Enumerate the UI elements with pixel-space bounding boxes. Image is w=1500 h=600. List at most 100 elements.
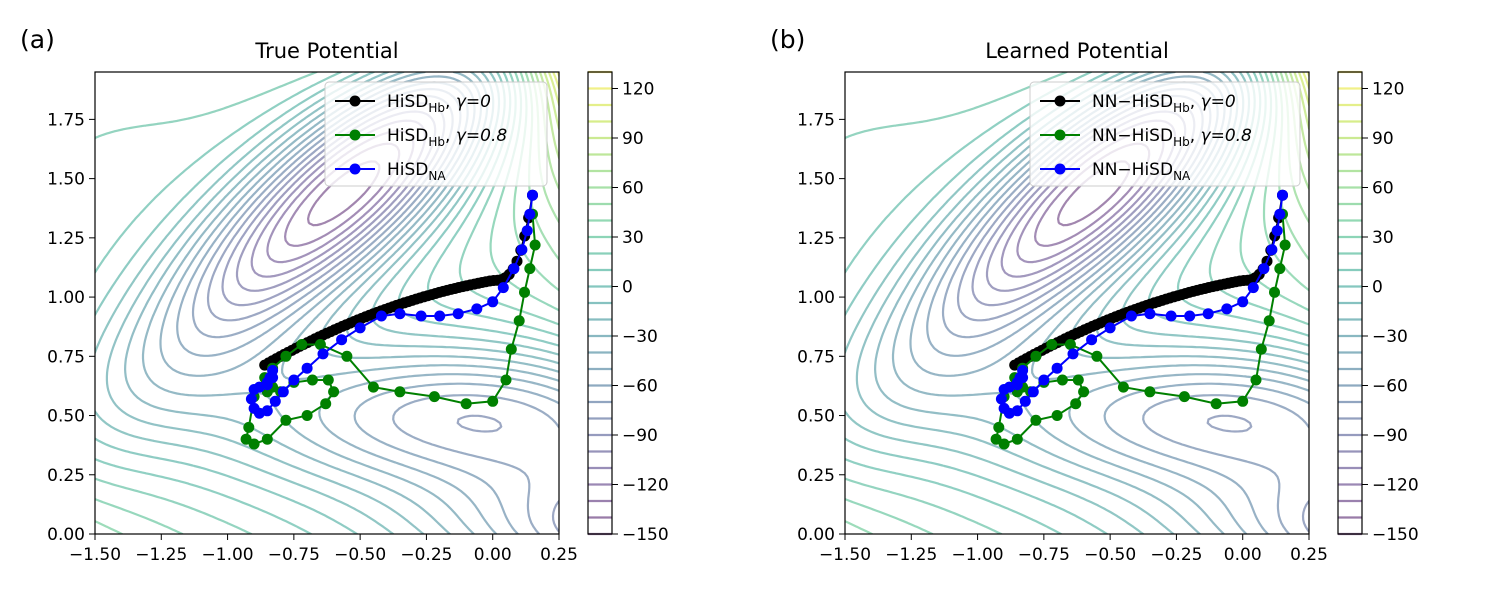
trajectory-point [1030,350,1042,362]
trajectory-point [521,225,533,237]
trajectory-point [500,374,512,386]
trajectory-point [990,433,1002,445]
trajectory-point [1144,386,1156,398]
colorbar: 120 90 60 30 0 −30 −60 −90 −120 −150 [587,70,669,545]
colorbar-tick-label: 90 [622,129,644,149]
trajectory-point [288,374,300,386]
y-tick-label: 0.00 [47,525,85,545]
legend-marker [349,95,361,107]
trajectory-point [513,315,525,327]
colorbar-frame [1337,71,1363,535]
trajectory-point [1178,391,1190,403]
plot-title: True Potential [254,39,398,63]
trajectory-point [1104,322,1116,334]
trajectory-point [322,374,334,386]
trajectory-point [301,410,313,421]
trajectory-point [434,310,446,322]
colorbar-tick-label: −60 [1372,377,1408,397]
colorbar-tick-label: 0 [1372,278,1383,298]
axes-frame [844,71,1310,535]
trajectory-point [1027,386,1039,398]
trajectory-point [367,381,379,393]
y-tick-label: 1.50 [47,170,85,190]
trajectory-point [306,374,318,386]
trajectory-point [277,386,289,398]
legend-marker [1054,163,1066,175]
trajectory-point [1266,244,1278,256]
trajectory-point [1030,414,1042,426]
legend-label: HiSDHb, γ=0.8 [387,126,507,149]
legend-marker [1054,95,1066,107]
trajectory-point [508,263,520,275]
trajectory-point [1072,374,1084,386]
trajectory-point [1067,348,1079,360]
x-tick-label: 0.25 [1290,545,1328,565]
legend-box [1029,81,1301,187]
legend-label: NN−HiSDNA [1092,160,1191,183]
y-tick-label: 0.75 [797,347,835,367]
trajectory-point [1046,339,1058,350]
colorbar-tick-label: 30 [622,228,644,248]
trajectory-point [317,348,329,360]
y-tick-label: 1.25 [797,229,835,249]
trajectory-point [1258,263,1270,275]
y-tick-label: 0.50 [797,407,835,427]
x-tick-label: −0.25 [1150,545,1202,565]
axes-frame [94,71,560,535]
colorbar-tick-label: −60 [622,377,658,397]
trajectory-point [1237,296,1249,308]
panel-label: (a) [20,25,55,54]
trajectory-point [415,310,427,322]
legend-marker [349,163,361,175]
trajectory-point [1078,386,1090,398]
trajectory-point [1202,308,1214,320]
x-tick-label: −1.00 [202,545,254,565]
y-tick-label: 0.25 [797,466,835,486]
trajectory-point [998,438,1010,450]
x-tick-label: −1.50 [69,545,121,565]
x-tick-label: −1.25 [135,545,187,565]
colorbar-tick-label: 0 [622,278,633,298]
colorbar-tick-label: 120 [622,80,654,100]
trajectory-point [527,189,538,201]
trajectory-point [460,398,472,410]
trajectory-point [1144,308,1156,320]
y-tick-label: 0.50 [47,407,85,427]
trajectories [990,189,1291,450]
trajectory-point [993,421,1005,433]
legend-marker [349,129,361,141]
trajectory-point [1064,339,1076,350]
x-tick-label: −0.50 [334,545,386,565]
y-tick-label: 1.25 [47,229,85,249]
trajectories [240,189,541,450]
colorbar-tick-label: −120 [1372,476,1419,496]
trajectory-point [1237,395,1249,407]
trajectory-point [1279,239,1291,251]
x-tick-label: −0.75 [268,545,320,565]
y-tick-label: 1.50 [797,170,835,190]
trajectory-point [245,393,257,405]
trajectory-point [1011,433,1023,445]
trajectory-point [1263,315,1275,327]
trajectory-point [1091,350,1103,362]
colorbar: 120 90 60 30 0 −30 −60 −90 −120 −150 [1337,70,1419,545]
trajectory-point [524,208,536,220]
trajectory-point [1117,381,1129,393]
trajectory-point [1070,398,1082,410]
y-tick-label: 0.00 [797,525,835,545]
trajectory-point [328,386,340,398]
x-tick-label: −0.25 [400,545,452,565]
trajectory-point [1250,374,1262,386]
trajectory-point [1274,263,1286,275]
trajectory-point [998,402,1010,414]
trajectory-point [1125,310,1137,322]
trajectory-point [1011,376,1023,388]
trajectory-point [314,339,326,350]
colorbar-tick-label: −90 [1372,426,1408,446]
y-tick-label: 1.75 [47,110,85,130]
trajectory-point [1277,189,1288,201]
trajectory-point [519,286,530,298]
plot-title: Learned Potential [985,39,1169,63]
y-tick-label: 1.00 [797,288,835,308]
colorbar-tick-label: −30 [622,327,658,347]
